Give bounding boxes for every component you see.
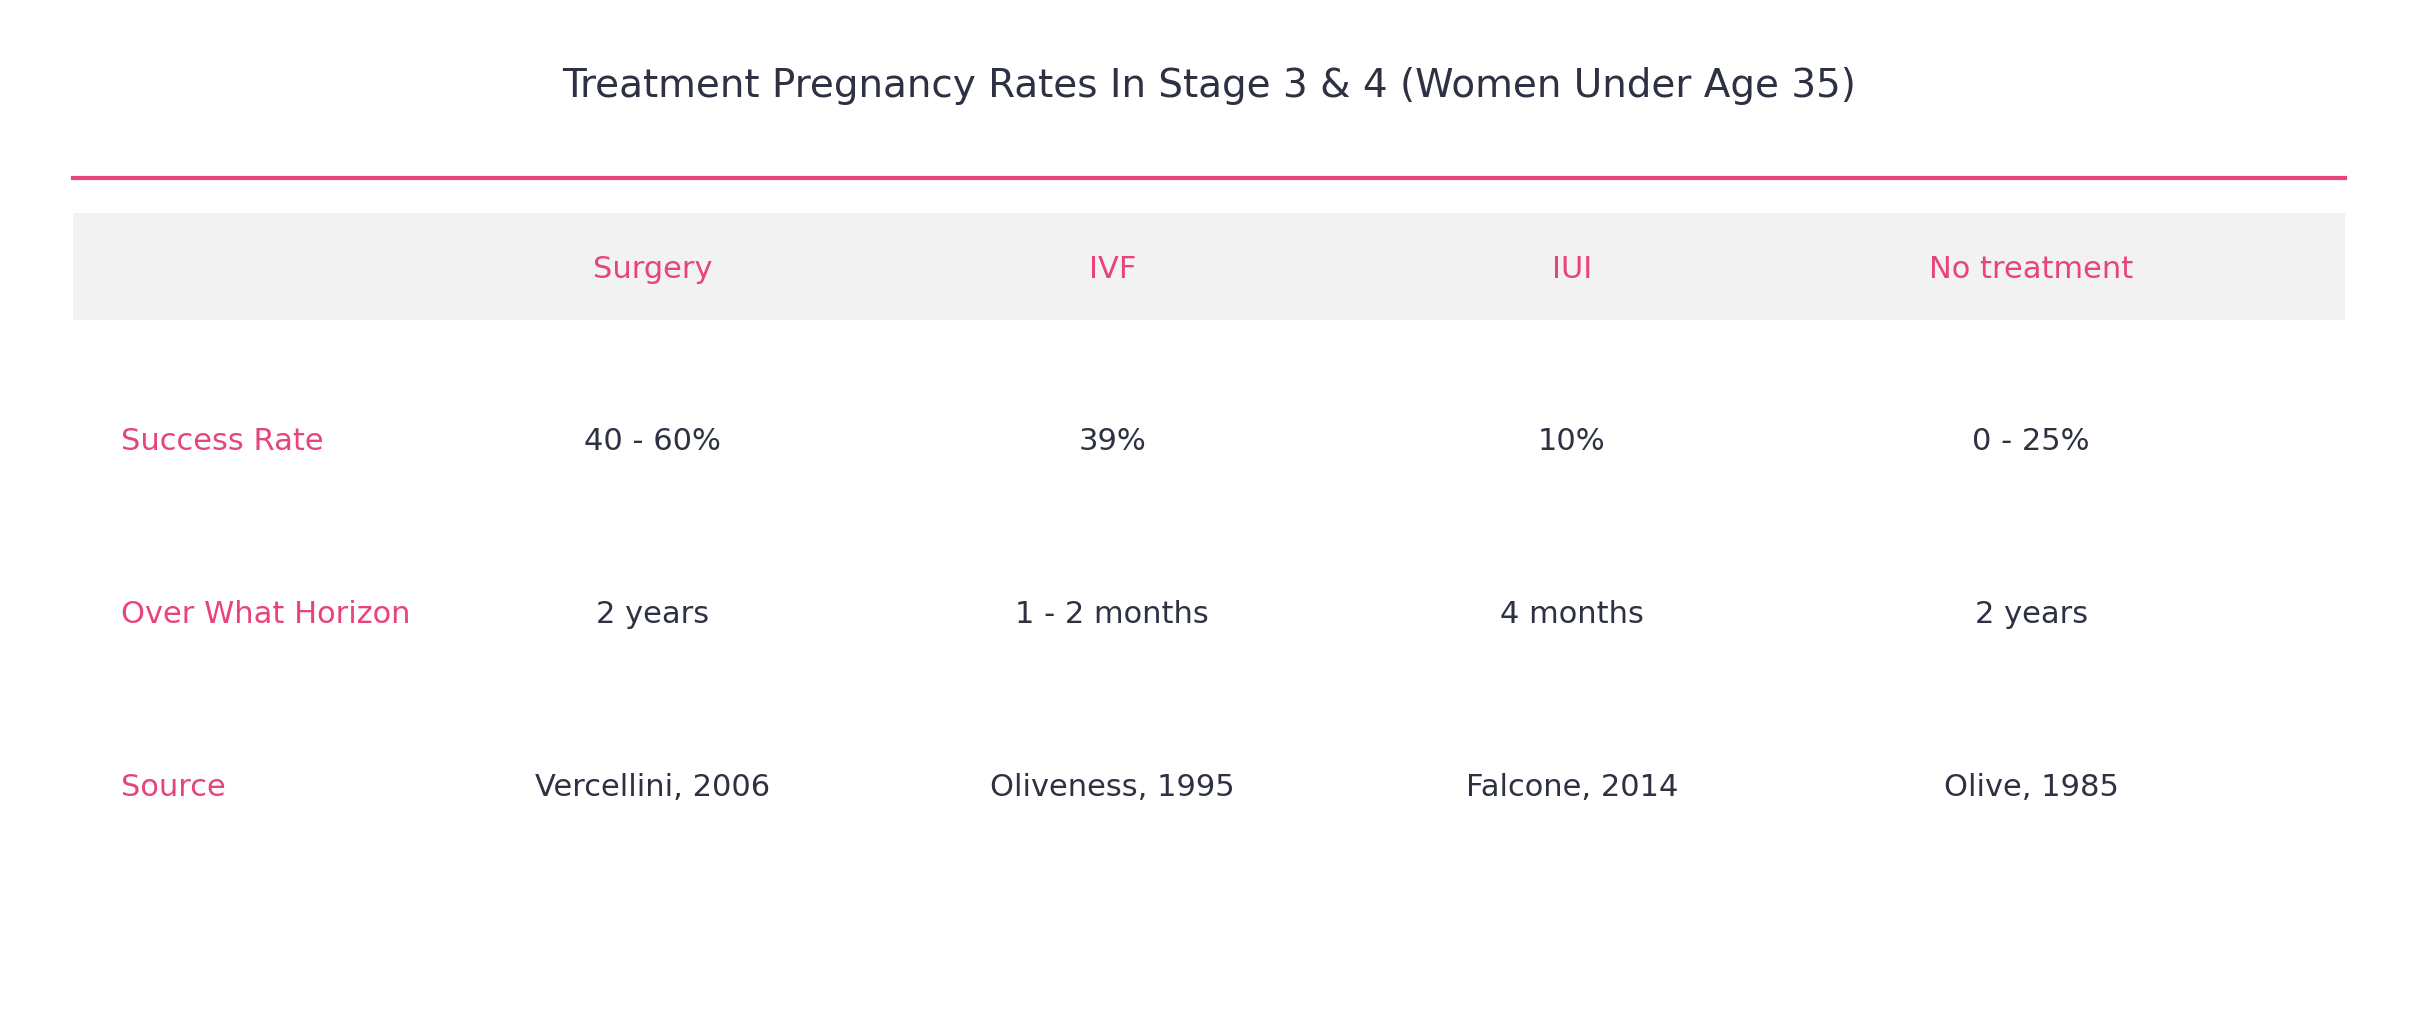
- Text: Vercellini, 2006: Vercellini, 2006: [534, 773, 771, 802]
- Text: No treatment: No treatment: [1930, 255, 2133, 283]
- Text: 0 - 25%: 0 - 25%: [1973, 428, 2089, 456]
- Text: IUI: IUI: [1552, 255, 1591, 283]
- Text: Source: Source: [121, 773, 225, 802]
- Text: Oliveness, 1995: Oliveness, 1995: [989, 773, 1236, 802]
- FancyBboxPatch shape: [73, 213, 2345, 320]
- Text: 4 months: 4 months: [1499, 600, 1644, 629]
- Text: Success Rate: Success Rate: [121, 428, 324, 456]
- Text: Olive, 1985: Olive, 1985: [1944, 773, 2118, 802]
- Text: 10%: 10%: [1538, 428, 1606, 456]
- Text: Surgery: Surgery: [592, 255, 713, 283]
- Text: IVF: IVF: [1088, 255, 1136, 283]
- Text: 1 - 2 months: 1 - 2 months: [1016, 600, 1209, 629]
- Text: Falcone, 2014: Falcone, 2014: [1465, 773, 1678, 802]
- Text: 2 years: 2 years: [1976, 600, 2087, 629]
- Text: 40 - 60%: 40 - 60%: [585, 428, 721, 456]
- Text: 2 years: 2 years: [597, 600, 708, 629]
- Text: Treatment Pregnancy Rates In Stage 3 & 4 (Women Under Age 35): Treatment Pregnancy Rates In Stage 3 & 4…: [561, 67, 1857, 106]
- Text: Over What Horizon: Over What Horizon: [121, 600, 411, 629]
- Text: 39%: 39%: [1078, 428, 1146, 456]
